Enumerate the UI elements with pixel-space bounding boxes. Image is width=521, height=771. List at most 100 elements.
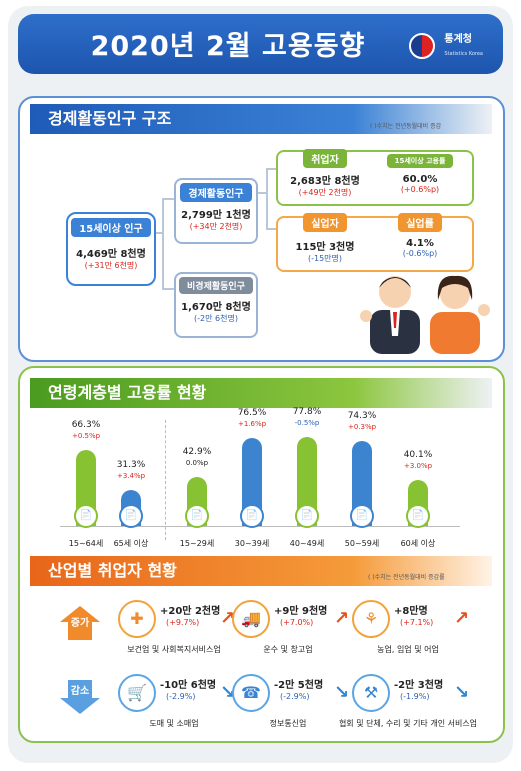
industry-value: -10만 6천명 <box>160 680 217 691</box>
inactive-pop-value: 1,670만 8천명 <box>181 302 251 313</box>
employed-label: 취업자 <box>303 149 347 168</box>
document-icon: 📄 <box>240 503 264 528</box>
unemployed-label: 실업자 <box>303 213 347 232</box>
age-bar-2: 📄 <box>185 476 209 528</box>
truck-icon: 🚚 <box>232 600 270 638</box>
trend-down-icon: ↘ <box>454 682 470 703</box>
age-bar-0: 📄 <box>74 449 98 528</box>
industry-rate: (+7.1%) <box>400 618 434 627</box>
industry-rate: (-2.9%) <box>280 692 310 701</box>
age-bar-6: 📄 <box>406 479 430 528</box>
age-bar-label: 60세 이상 <box>400 539 436 548</box>
document-icon: 📄 <box>185 503 209 528</box>
age-bar-label: 50~59세 <box>344 539 380 548</box>
age-bar-value: 77.8% <box>292 406 322 417</box>
document-icon: 📄 <box>74 503 98 528</box>
increase-tag-label: 증가 <box>70 618 90 629</box>
industry-name: 농업, 임업 및 어업 <box>377 645 439 654</box>
active-pop-box: 경제활동인구 2,799만 1천명 (+34만 2천명) <box>174 178 258 244</box>
increase-tag-body <box>68 622 92 640</box>
wheat-icon: ⚘ <box>352 600 390 638</box>
inactive-pop-box: 비경제활동인구 1,670만 8천명 (-2만 6천명) <box>174 272 258 338</box>
trend-down-icon: ↘ <box>334 682 350 703</box>
age-bar-value: 74.3% <box>347 410 377 421</box>
age-bar-3: 📄 <box>240 438 264 528</box>
age-bar-label: 15~64세 <box>68 539 104 548</box>
woman-character <box>430 275 490 354</box>
decrease-tag-body <box>68 680 92 698</box>
structure-note: ( )수치는 전년동월대비 증감 <box>370 123 442 130</box>
age-bar-label: 40~49세 <box>289 539 325 548</box>
active-pop-label: 경제활동인구 <box>180 183 252 202</box>
age-bar-label: 30~39세 <box>234 539 270 548</box>
age-bar-change: +0.3%p <box>347 422 377 431</box>
industry-value: -2만 3천명 <box>394 680 444 691</box>
age-bar-value: 76.5% <box>237 408 267 419</box>
document-icon: 📄 <box>350 503 374 528</box>
age-bar-label: 15~29세 <box>179 539 215 548</box>
unemp-rate-value: 4.1% <box>406 238 434 249</box>
decrease-tag <box>60 698 100 714</box>
increase-tag <box>60 606 100 622</box>
employed-value: 2,683만 8천명 <box>290 176 360 187</box>
document-icon: 📄 <box>406 503 430 528</box>
trend-up-icon: ↗ <box>454 608 470 629</box>
unemployed-change: (-15만명) <box>307 254 343 263</box>
pop15-label: 15세이상 인구 <box>71 218 151 237</box>
age-bar-value: 66.3% <box>71 419 101 430</box>
industry-name: 운수 및 창고업 <box>263 645 313 654</box>
age-bar-5: 📄 <box>350 440 374 528</box>
industry-value: +20만 2천명 <box>160 606 221 617</box>
decrease-tag-label: 감소 <box>70 686 90 697</box>
industry-name: 정보통신업 <box>269 719 307 728</box>
trend-up-icon: ↗ <box>220 608 236 629</box>
active-pop-change: (+34만 2천명) <box>189 222 243 231</box>
mascot-characters <box>360 275 490 354</box>
age-bar-change: +1.6%p <box>237 420 267 429</box>
industry-section-title: 산업별 취업자 현황 <box>30 556 492 586</box>
industry-value: -2만 5천명 <box>274 680 324 691</box>
unemployed-value: 115만 3천명 <box>295 242 355 253</box>
phone-icon: ☎ <box>232 674 270 712</box>
active-pop-value: 2,799만 1천명 <box>181 210 251 221</box>
logo-english: Statistics Korea <box>444 51 483 57</box>
age-bar-4: 📄 <box>295 436 319 528</box>
emp-rate-value: 60.0% <box>402 174 438 185</box>
page-title: 2020년 2월 고용동향 <box>90 31 366 62</box>
trend-up-icon: ↗ <box>334 608 350 629</box>
inactive-pop-label: 비경제활동인구 <box>179 277 253 294</box>
pop15-value: 4,469만 8천명 <box>76 249 146 260</box>
emp-rate-change: (+0.6%p) <box>400 185 440 194</box>
taegeuk-icon <box>409 32 436 59</box>
statistics-korea-logo: 통계청 Statistics Korea <box>409 32 483 59</box>
unemp-rate-change: (-0.6%p) <box>402 249 438 258</box>
age-bar-change: 0.0%p <box>185 458 209 467</box>
age-section-title: 연령계층별 고용률 현황 <box>30 378 492 408</box>
industry-note: ( )수치는 전년동월대비 증감률 <box>368 574 445 581</box>
age-bar-value: 40.1% <box>403 449 433 460</box>
cart-icon: 🛒 <box>118 674 156 712</box>
industry-name: 협회 및 단체, 수리 및 기타 개인 서비스업 <box>338 719 478 728</box>
age-bar-change: -0.5%p <box>294 418 320 427</box>
age-bar-value: 42.9% <box>182 446 212 457</box>
employed-change: (+49만 2천명) <box>298 188 352 197</box>
pop15-change: (+31만 6천명) <box>84 261 138 270</box>
industry-name: 보건업 및 사회복지서비스업 <box>127 645 221 654</box>
tools-icon: ⚒ <box>352 674 390 712</box>
industry-value: +9만 9천명 <box>274 606 328 617</box>
first-aid-icon: ✚ <box>118 600 156 638</box>
pop15-box: 15세이상 인구 4,469만 8천명 (+31만 6천명) <box>66 212 156 286</box>
structure-section-title: 경제활동인구 구조 <box>30 104 492 134</box>
age-bar-1: 📄 <box>119 490 143 528</box>
trend-down-icon: ↘ <box>220 682 236 703</box>
industry-rate: (-2.9%) <box>166 692 196 701</box>
age-bar-change: +3.4%p <box>116 472 146 480</box>
industry-rate: (+9.7%) <box>166 618 200 627</box>
age-bar-change: +3.0%p <box>403 461 433 470</box>
industry-rate: (+7.0%) <box>280 618 314 627</box>
inactive-pop-change: (-2만 6천명) <box>194 314 238 323</box>
emp-rate-label: 15세이상 고용률 <box>386 154 454 168</box>
age-bar-label: 65세 이상 <box>113 539 149 548</box>
document-icon: 📄 <box>295 503 319 528</box>
document-icon: 📄 <box>119 503 143 528</box>
